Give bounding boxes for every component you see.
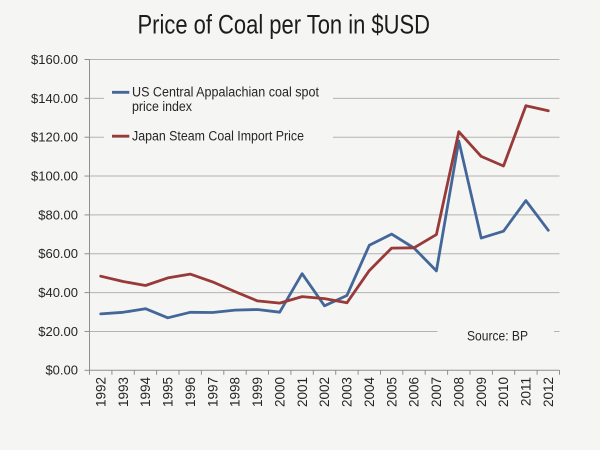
svg-text:2003: 2003 — [340, 377, 355, 407]
svg-text:$60.00: $60.00 — [38, 246, 78, 261]
svg-text:1996: 1996 — [183, 377, 198, 407]
svg-text:price index: price index — [132, 99, 192, 114]
svg-text:2009: 2009 — [474, 377, 489, 407]
svg-text:2005: 2005 — [384, 377, 399, 407]
svg-text:$160.00: $160.00 — [31, 52, 78, 67]
svg-text:1993: 1993 — [116, 377, 131, 407]
svg-text:$80.00: $80.00 — [38, 207, 78, 222]
svg-text:2001: 2001 — [295, 377, 310, 407]
svg-text:2007: 2007 — [429, 377, 444, 407]
svg-text:2012: 2012 — [541, 377, 556, 407]
svg-text:Price of Coal per Ton in $USD: Price of Coal per Ton in $USD — [138, 9, 431, 39]
svg-text:$20.00: $20.00 — [38, 324, 78, 339]
svg-text:Japan Steam Coal Import Price: Japan Steam Coal Import Price — [132, 128, 304, 143]
svg-text:$0.00: $0.00 — [45, 363, 78, 378]
svg-text:2011: 2011 — [519, 377, 534, 406]
svg-text:$120.00: $120.00 — [31, 130, 78, 145]
svg-text:1992: 1992 — [93, 377, 108, 407]
svg-text:Source: BP: Source: BP — [467, 329, 528, 344]
svg-text:2008: 2008 — [452, 377, 467, 407]
svg-text:1994: 1994 — [138, 377, 153, 408]
svg-text:2002: 2002 — [317, 377, 332, 407]
svg-text:1998: 1998 — [228, 377, 243, 407]
svg-text:$140.00: $140.00 — [31, 91, 78, 106]
svg-text:1995: 1995 — [161, 377, 176, 407]
svg-text:2010: 2010 — [496, 377, 511, 407]
svg-text:US Central Appalachian coal sp: US Central Appalachian coal spot — [132, 84, 319, 99]
svg-text:1997: 1997 — [205, 377, 220, 407]
svg-text:$40.00: $40.00 — [38, 285, 78, 300]
svg-text:$100.00: $100.00 — [31, 168, 78, 183]
svg-text:2006: 2006 — [407, 377, 422, 407]
svg-text:2000: 2000 — [272, 377, 287, 407]
svg-text:1999: 1999 — [250, 377, 265, 407]
svg-text:2004: 2004 — [362, 377, 377, 408]
